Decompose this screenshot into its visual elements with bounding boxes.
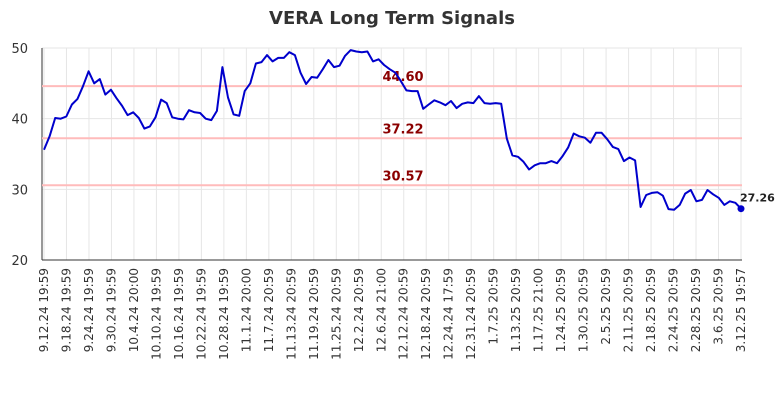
y-tick-label: 20 (11, 254, 28, 269)
x-tick-label: 1.13.25 20:59 (509, 268, 523, 352)
x-tick-label: 9.18.24 19:59 (59, 268, 73, 352)
x-tick-label: 10.10.24 19:59 (149, 268, 163, 360)
last-value-marker (737, 205, 745, 213)
x-tick-label: 12.18.24 20:59 (419, 268, 433, 360)
chart-title: VERA Long Term Signals (269, 8, 515, 29)
x-tick-label: 12.31.24 20:59 (464, 268, 478, 360)
x-tick-label: 12.12.24 20:59 (397, 268, 411, 360)
x-tick-label: 11.13.24 20:59 (284, 268, 298, 360)
x-tick-label: 11.1.24 20:00 (239, 268, 253, 352)
x-tick-label: 1.30.25 20:59 (577, 268, 591, 352)
y-tick-label: 40 (11, 113, 28, 128)
price-series-line (43, 49, 742, 211)
x-tick-label: 12.2.24 20:59 (352, 268, 366, 352)
x-tick-label: 11.19.24 20:59 (307, 268, 321, 360)
x-tick-label: 1.24.25 20:59 (554, 268, 568, 352)
x-tick-label: 2.28.25 20:59 (689, 268, 703, 352)
x-tick-label: 2.11.25 20:59 (622, 268, 636, 352)
x-tick-label: 3.6.25 20:59 (712, 268, 726, 345)
x-tick-label: 10.4.24 20:00 (127, 268, 141, 352)
y-tick-label: 30 (11, 183, 28, 198)
y-tick-label: 50 (11, 42, 28, 57)
x-tick-label: 9.24.24 19:59 (82, 268, 96, 352)
signal-level-label: 44.60 (382, 70, 423, 85)
x-tick-label: 10.22.24 19:59 (194, 268, 208, 360)
x-tick-label: 11.25.24 20:59 (329, 268, 343, 360)
x-tick-label: 2.24.25 20:59 (667, 268, 681, 352)
x-tick-label: 2.18.25 20:59 (644, 268, 658, 352)
x-tick-label: 10.28.24 19:59 (217, 268, 231, 360)
signal-level-label: 30.57 (382, 169, 423, 184)
x-tick-label: 1.17.25 21:00 (532, 268, 546, 352)
last-value-label: 27.26 (740, 192, 775, 205)
x-tick-label: 9.30.24 19:59 (104, 268, 118, 352)
x-tick-label: 9.12.24 19:59 (37, 268, 51, 352)
signal-level-label: 37.22 (382, 122, 423, 137)
x-tick-label: 11.7.24 20:59 (262, 268, 276, 352)
x-tick-label: 2.5.25 20:59 (599, 268, 613, 345)
x-tick-label: 12.6.24 21:00 (374, 268, 388, 352)
x-tick-label: 3.12.25 19:57 (734, 268, 748, 352)
x-tick-label: 10.16.24 19:59 (172, 268, 186, 360)
x-tick-label: 12.24.24 17:59 (442, 268, 456, 360)
x-tick-label: 1.7.25 20:59 (487, 268, 501, 345)
